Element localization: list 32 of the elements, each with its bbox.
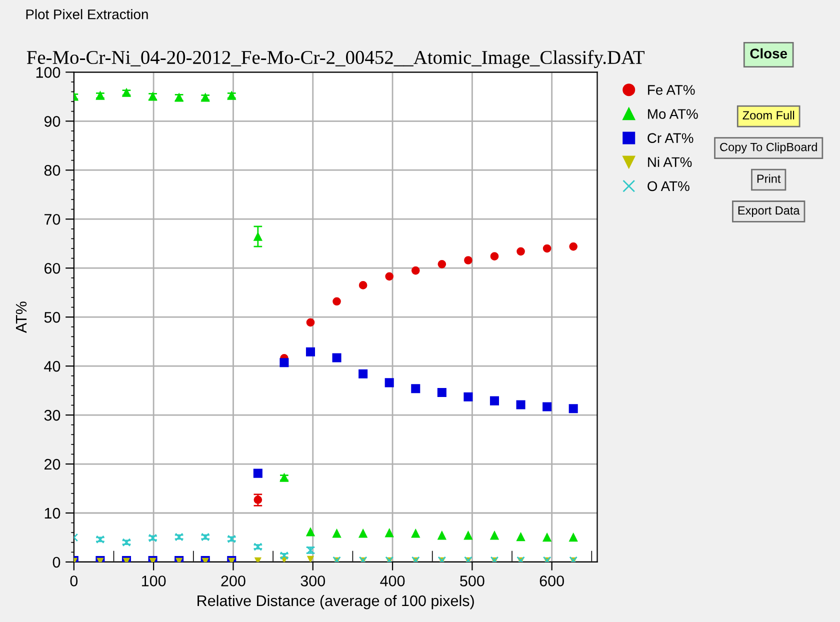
text: Zoom Full	[742, 110, 794, 120]
text: Print	[757, 174, 781, 183]
text: Plot Pixel Extraction	[26, 9, 148, 20]
legend-label: Fe AT%	[648, 85, 695, 95]
text: Copy To ClipBoard	[720, 142, 817, 154]
y-tick-label: 10	[44, 508, 60, 519]
x-tick-label: 200	[221, 576, 246, 586]
x-tick-label: 500	[460, 576, 484, 586]
legend-label: Ni AT%	[648, 156, 692, 167]
chart-title: Fe-Mo-Cr-Ni_04-20-2012_Fe-Mo-Cr-2_00452__Atomic_Image_Classify.DAT	[26, 50, 644, 68]
y-tick-label: 0	[52, 556, 60, 568]
y-tick-label: 80	[44, 164, 60, 176]
legend-label: O AT%	[648, 181, 690, 192]
y-tick-label: 90	[44, 116, 60, 127]
y-tick-label: 100	[36, 67, 60, 78]
x-tick-label: 400	[380, 576, 405, 586]
x-tick-label: 100	[142, 576, 166, 586]
x-tick-label: 300	[300, 576, 326, 586]
x-tick-label: 600	[540, 576, 564, 586]
legend-label: Mo AT%	[648, 109, 698, 119]
legend-label: Cr AT%	[648, 133, 694, 143]
x-axis-title: Relative Distance (average of 100 pixels)	[198, 594, 474, 610]
y-tick-label: 40	[44, 360, 60, 372]
y-tick-label: 50	[44, 312, 60, 323]
y-tick-label: 30	[44, 410, 60, 421]
y-tick-label: 20	[44, 458, 60, 470]
y-axis-title: AT%	[16, 302, 27, 334]
text: Export Data	[738, 206, 800, 217]
y-tick-label: 70	[44, 214, 60, 225]
text: Close	[750, 48, 788, 58]
x-tick-label: 0	[70, 576, 78, 586]
y-tick-label: 60	[44, 262, 60, 274]
